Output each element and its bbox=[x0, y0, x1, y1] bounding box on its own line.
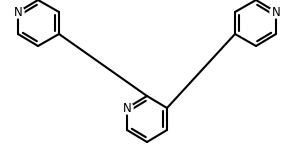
Circle shape bbox=[121, 102, 133, 114]
Text: N: N bbox=[14, 5, 22, 18]
Text: N: N bbox=[123, 102, 131, 115]
Circle shape bbox=[12, 6, 24, 18]
Circle shape bbox=[270, 6, 282, 18]
Text: N: N bbox=[272, 5, 280, 18]
